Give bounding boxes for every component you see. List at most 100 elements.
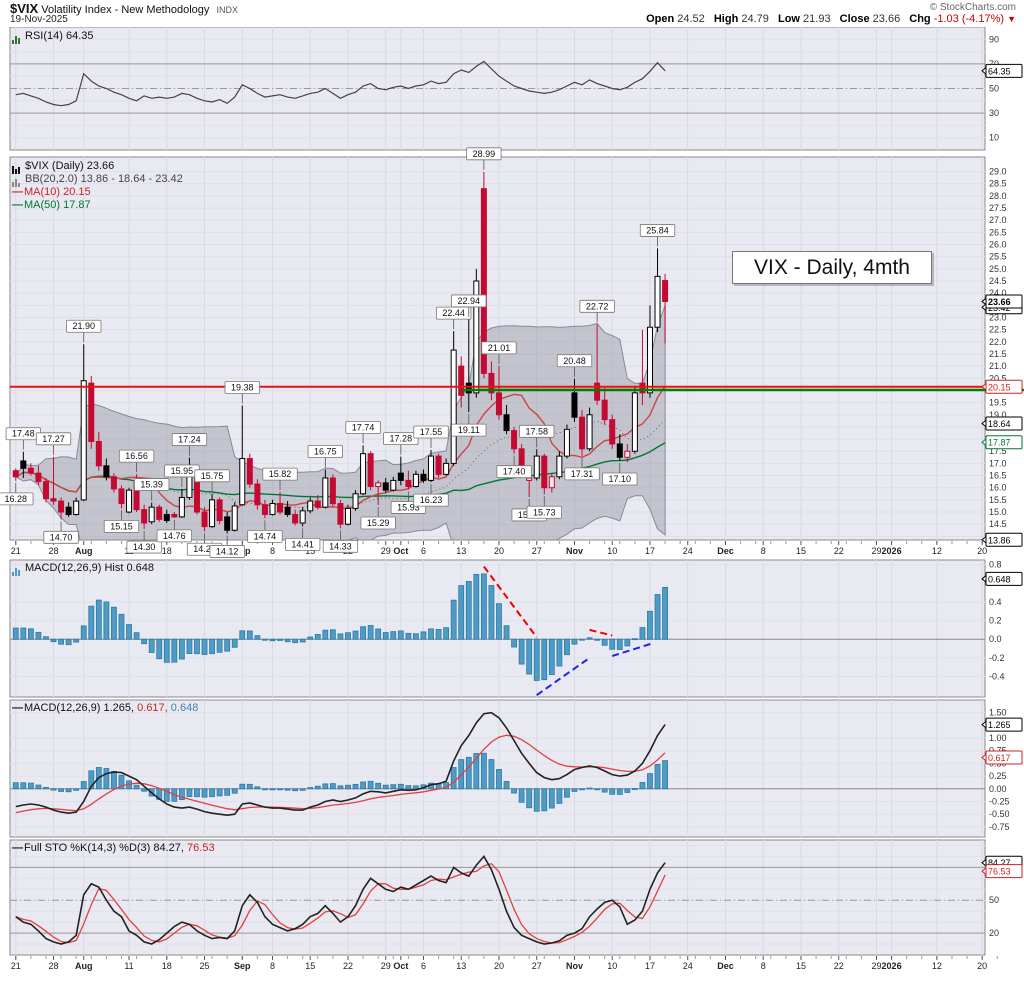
svg-text:13.86: 13.86 bbox=[988, 535, 1011, 545]
svg-text:12: 12 bbox=[932, 961, 942, 971]
svg-text:-0.75: -0.75 bbox=[989, 822, 1010, 832]
svg-text:15: 15 bbox=[796, 961, 806, 971]
svg-text:Aug: Aug bbox=[75, 961, 93, 971]
svg-text:Nov: Nov bbox=[566, 961, 583, 971]
svg-text:17.31: 17.31 bbox=[571, 469, 594, 479]
svg-text:28: 28 bbox=[49, 546, 59, 556]
svg-text:10: 10 bbox=[607, 961, 617, 971]
svg-text:20: 20 bbox=[977, 546, 987, 556]
svg-text:14.30: 14.30 bbox=[133, 542, 156, 552]
svg-text:17.55: 17.55 bbox=[420, 427, 443, 437]
svg-text:14.70: 14.70 bbox=[50, 532, 73, 542]
sto-line-swatch: — bbox=[12, 842, 23, 854]
chg-dropdown-arrow-icon[interactable]: ▼ bbox=[1007, 14, 1016, 24]
svg-text:17.5: 17.5 bbox=[989, 446, 1007, 456]
svg-text:0.4: 0.4 bbox=[989, 597, 1002, 607]
svg-text:13: 13 bbox=[456, 961, 466, 971]
svg-text:6: 6 bbox=[421, 961, 426, 971]
svg-text:21.01: 21.01 bbox=[488, 343, 511, 353]
svg-text:21: 21 bbox=[11, 961, 21, 971]
svg-text:26.5: 26.5 bbox=[989, 227, 1007, 237]
svg-text:13: 13 bbox=[456, 546, 466, 556]
exchange-tag: INDX bbox=[216, 5, 238, 15]
chg-label: Chg bbox=[909, 13, 931, 25]
svg-text:22.0: 22.0 bbox=[989, 337, 1007, 347]
svg-text:76.53: 76.53 bbox=[988, 867, 1011, 877]
macd-signal-value: 0.617, bbox=[137, 702, 168, 714]
svg-text:28.0: 28.0 bbox=[989, 191, 1007, 201]
svg-text:28.5: 28.5 bbox=[989, 179, 1007, 189]
svg-text:20.5: 20.5 bbox=[989, 373, 1007, 383]
svg-text:22.72: 22.72 bbox=[586, 301, 609, 311]
svg-text:0.617: 0.617 bbox=[988, 753, 1011, 763]
svg-text:14.21: 14.21 bbox=[193, 544, 216, 554]
svg-text:Oct: Oct bbox=[393, 961, 408, 971]
svg-text:29.0: 29.0 bbox=[989, 167, 1007, 177]
svg-text:14.33: 14.33 bbox=[329, 541, 352, 551]
svg-text:24: 24 bbox=[683, 546, 693, 556]
symbol-description: Volatility Index - New Methodology bbox=[41, 4, 210, 16]
macd-line-swatch: — bbox=[12, 702, 23, 714]
svg-text:Sep: Sep bbox=[234, 961, 251, 971]
macd-lines bbox=[12, 711, 668, 817]
svg-text:17: 17 bbox=[645, 961, 655, 971]
svg-text:15.15: 15.15 bbox=[110, 521, 133, 531]
svg-text:29: 29 bbox=[381, 961, 391, 971]
svg-text:14.5: 14.5 bbox=[989, 519, 1007, 529]
close-value: 23.66 bbox=[872, 13, 901, 25]
svg-text:0.8: 0.8 bbox=[989, 560, 1002, 570]
svg-text:0.25: 0.25 bbox=[989, 771, 1007, 781]
svg-text:22.94: 22.94 bbox=[458, 296, 481, 306]
svg-text:Oct: Oct bbox=[393, 546, 408, 556]
rsi-legend: RSI(14) 64.35 bbox=[12, 30, 94, 44]
chart-date: 19-Nov-2025 bbox=[10, 14, 68, 25]
svg-text:21.0: 21.0 bbox=[989, 361, 1007, 371]
svg-text:-0.4: -0.4 bbox=[989, 671, 1005, 681]
svg-text:50: 50 bbox=[989, 84, 999, 94]
quote-summary: Open 24.52 High 24.79 Low 21.93 Close 23… bbox=[640, 13, 1016, 25]
svg-text:25.84: 25.84 bbox=[646, 225, 669, 235]
ma50-line-swatch: — bbox=[12, 199, 23, 211]
stockcharts-copyright-link[interactable]: © StockCharts.com bbox=[929, 2, 1016, 13]
svg-text:17.24: 17.24 bbox=[178, 435, 201, 445]
rsi-legend-label: RSI(14) 64.35 bbox=[25, 30, 94, 42]
svg-text:8: 8 bbox=[270, 961, 275, 971]
macd-hist-value: 0.648 bbox=[170, 702, 199, 714]
svg-text:15.93: 15.93 bbox=[397, 502, 420, 512]
svg-text:16.23: 16.23 bbox=[420, 495, 443, 505]
svg-text:20: 20 bbox=[494, 961, 504, 971]
macd-legend-title: MACD(12,26,9) bbox=[24, 702, 101, 714]
svg-text:17.27: 17.27 bbox=[42, 434, 65, 444]
symbol: $VIX bbox=[10, 1, 39, 16]
svg-text:27: 27 bbox=[532, 961, 542, 971]
svg-text:14.12: 14.12 bbox=[216, 546, 239, 556]
candles bbox=[12, 171, 669, 534]
svg-text:0.00: 0.00 bbox=[989, 784, 1007, 794]
svg-text:27: 27 bbox=[532, 546, 542, 556]
svg-text:20: 20 bbox=[977, 961, 987, 971]
close-label: Close bbox=[839, 13, 870, 25]
svg-text:14.76: 14.76 bbox=[163, 531, 186, 541]
macd-legend: —MACD(12,26,9) 1.265, 0.617, 0.648 bbox=[12, 702, 198, 715]
svg-text:16.5: 16.5 bbox=[989, 471, 1007, 481]
low-label: Low bbox=[777, 13, 800, 25]
high-value: 24.79 bbox=[741, 13, 769, 25]
svg-text:10: 10 bbox=[607, 546, 617, 556]
svg-text:28: 28 bbox=[49, 961, 59, 971]
svg-text:17.28: 17.28 bbox=[390, 434, 413, 444]
svg-text:22: 22 bbox=[834, 961, 844, 971]
svg-text:23.0: 23.0 bbox=[989, 312, 1007, 322]
svg-text:20: 20 bbox=[989, 928, 999, 938]
svg-text:22.5: 22.5 bbox=[989, 325, 1007, 335]
bb-legend-label: BB(20,2.0) 13.86 - 18.64 - 23.42 bbox=[25, 173, 183, 185]
svg-text:25: 25 bbox=[200, 961, 210, 971]
bollinger-icon bbox=[12, 174, 22, 187]
low-value: 21.93 bbox=[803, 13, 831, 25]
svg-text:1.50: 1.50 bbox=[989, 708, 1007, 718]
svg-text:15.39: 15.39 bbox=[140, 480, 163, 490]
svg-text:17.0: 17.0 bbox=[989, 458, 1007, 468]
stochastic-lines bbox=[15, 855, 666, 945]
svg-text:90: 90 bbox=[989, 34, 999, 44]
